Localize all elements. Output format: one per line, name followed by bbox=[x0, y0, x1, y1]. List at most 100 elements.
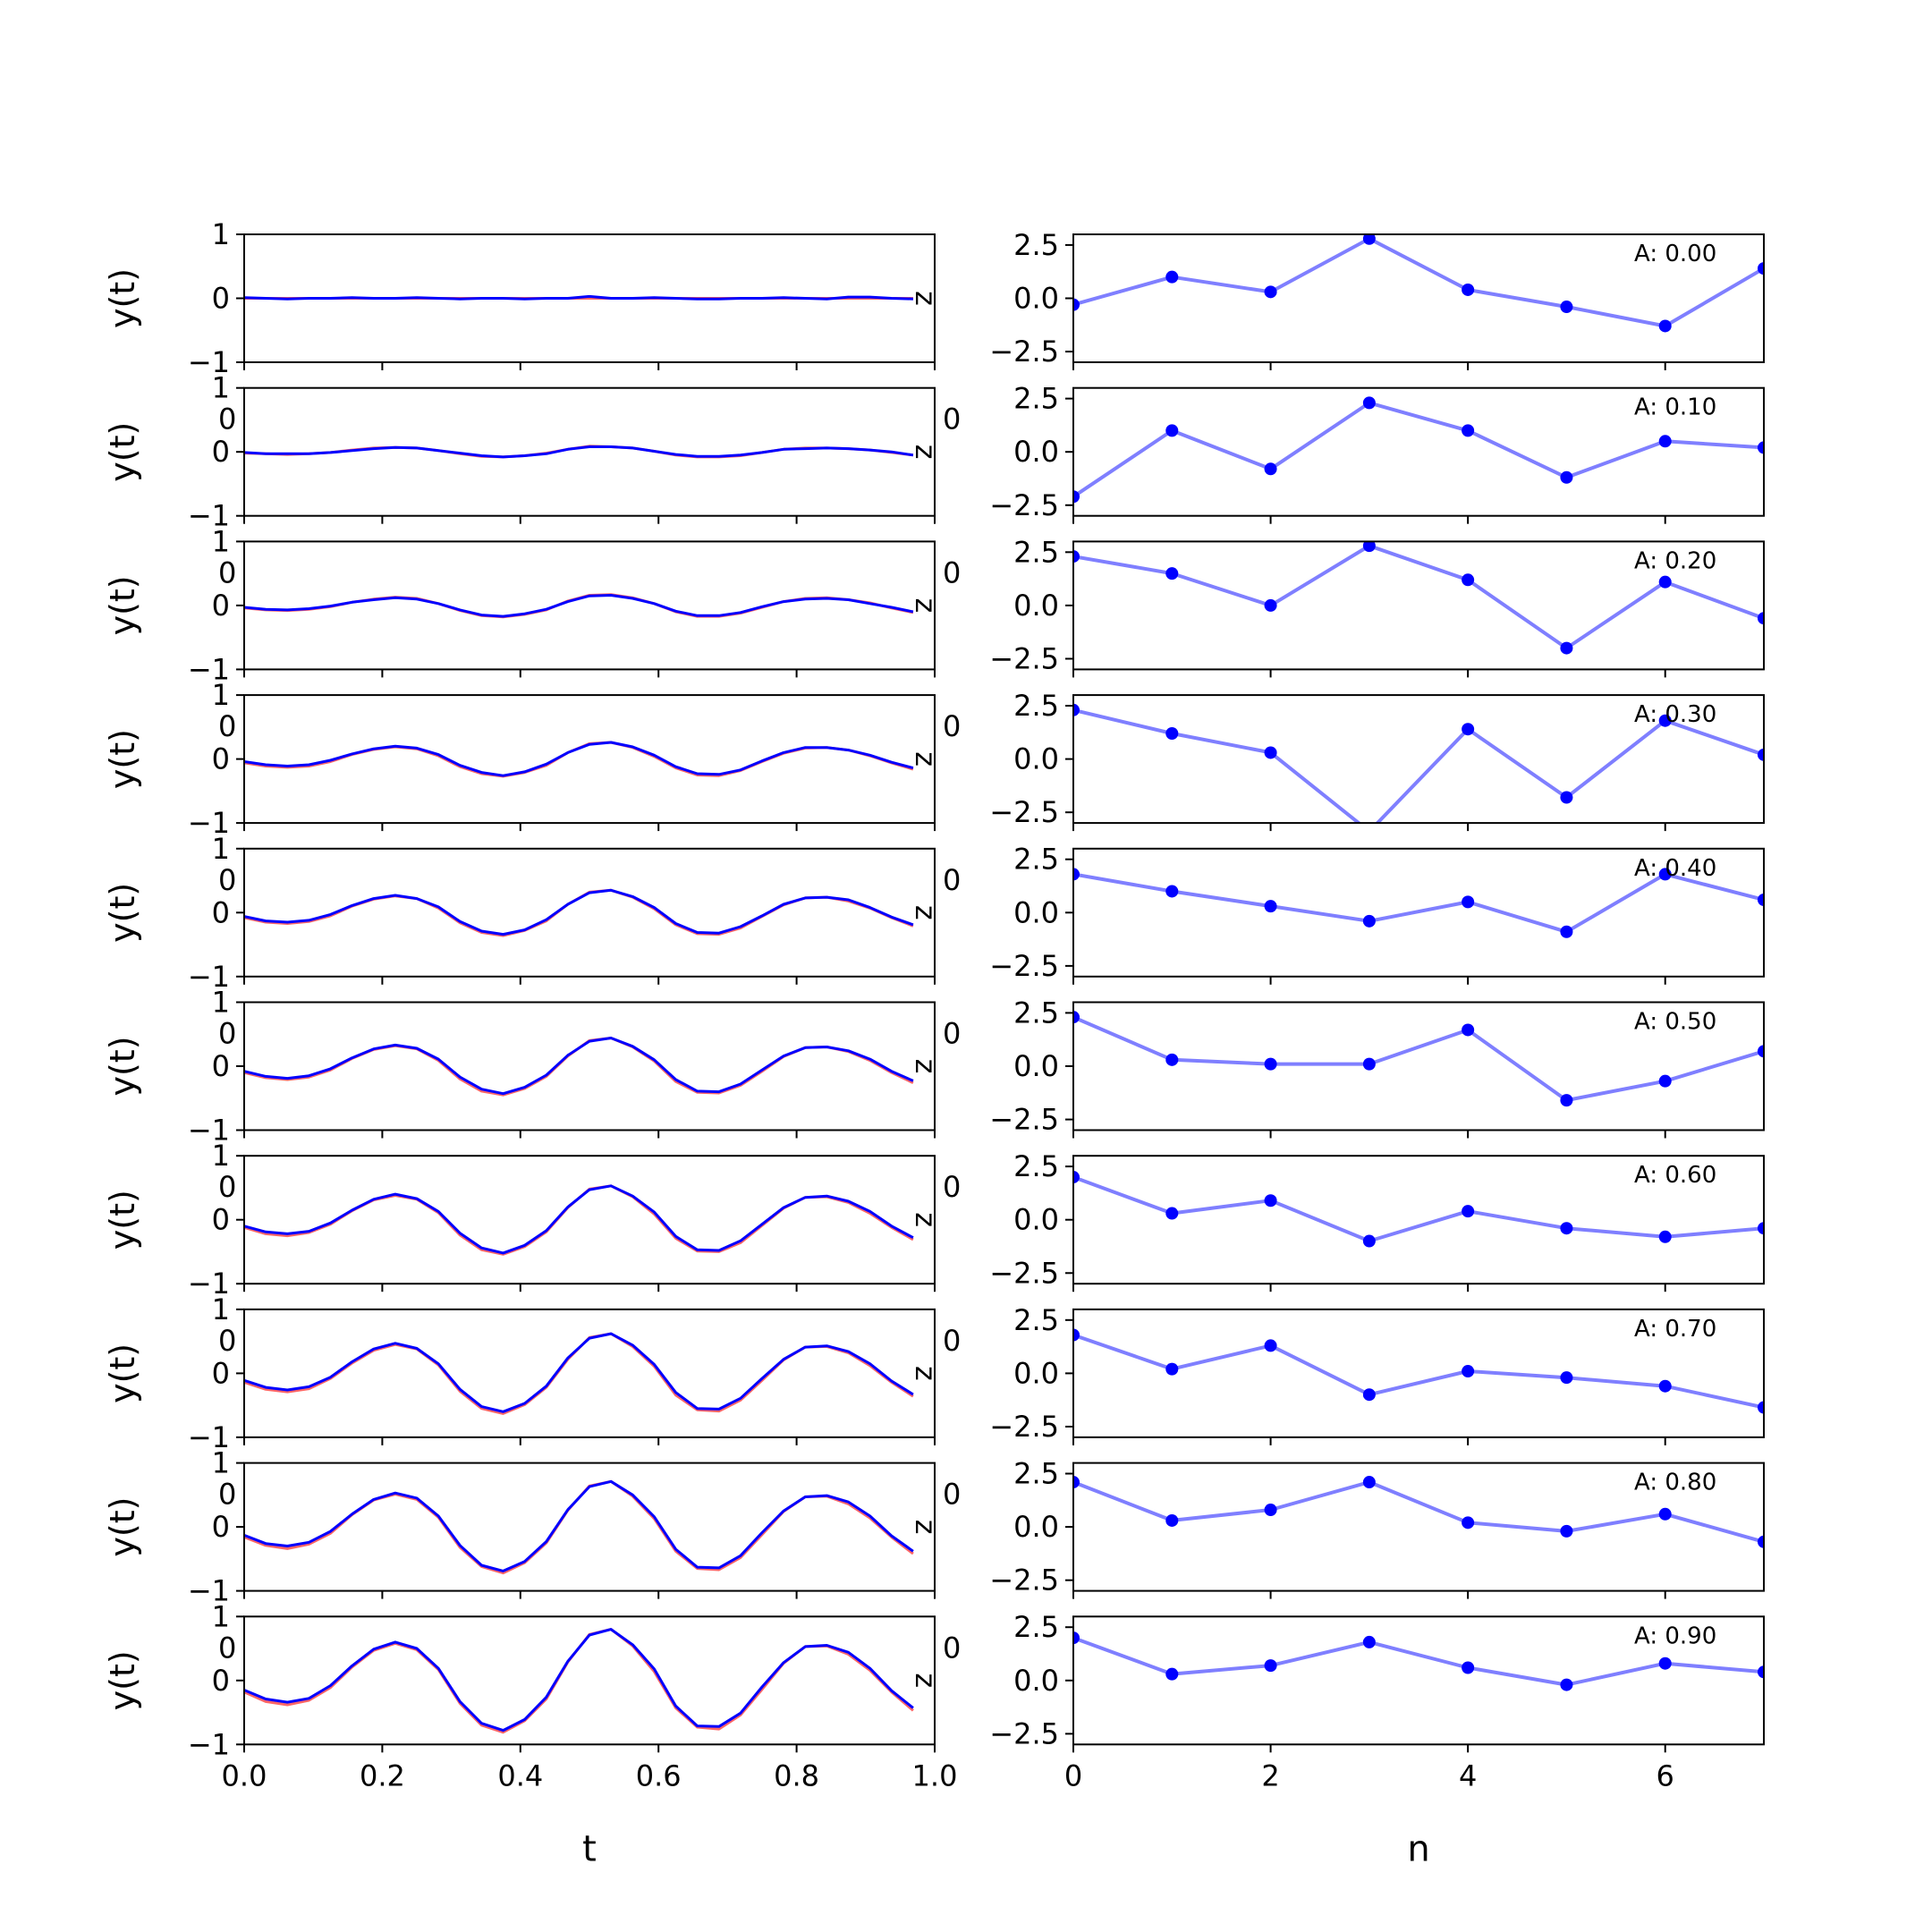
clipped-tick-label: 0 bbox=[218, 1170, 236, 1204]
y-tick-label: 2.5 bbox=[1013, 843, 1059, 877]
stem-point bbox=[1560, 1678, 1573, 1691]
stem-point bbox=[1560, 1094, 1573, 1107]
stem-point bbox=[1165, 1667, 1179, 1681]
stem-point bbox=[1758, 441, 1764, 454]
stem-point bbox=[1658, 1507, 1672, 1521]
y-tick-label: −2.5 bbox=[989, 488, 1059, 522]
stem-point bbox=[1073, 703, 1080, 716]
y-tick-label: −2.5 bbox=[989, 1563, 1059, 1597]
y-tick-label: 2.5 bbox=[1013, 996, 1059, 1030]
y-tick-label: 1 bbox=[212, 832, 230, 866]
stem-point bbox=[1362, 1234, 1376, 1248]
axes-frame bbox=[1072, 1615, 1765, 1746]
amplitude-annotation: A: 0.90 bbox=[1634, 1623, 1716, 1649]
stem-point bbox=[1362, 914, 1376, 928]
stem-point bbox=[1658, 868, 1672, 881]
x-axis-label: n bbox=[1407, 1828, 1429, 1869]
side-label: z bbox=[909, 905, 943, 920]
blue-series-line bbox=[244, 1332, 914, 1413]
stem-point bbox=[1758, 1222, 1764, 1235]
stem-point bbox=[1560, 641, 1573, 655]
stem-point bbox=[1363, 826, 1376, 838]
y-tick-label: −1 bbox=[188, 1727, 230, 1761]
side-label: z bbox=[909, 445, 943, 460]
clipped-tick-label: 0 bbox=[943, 402, 961, 436]
y-tick-label: 0.0 bbox=[1013, 589, 1059, 623]
y-tick-label: 1 bbox=[212, 217, 230, 251]
clipped-tick-label: 0 bbox=[218, 1631, 236, 1665]
stem-line bbox=[1073, 872, 1764, 934]
y-tick-label: −2.5 bbox=[989, 949, 1059, 983]
stem-point bbox=[1758, 262, 1764, 275]
stem-point bbox=[1073, 1328, 1080, 1342]
stem-point bbox=[1073, 298, 1080, 311]
red-series-line bbox=[244, 1628, 914, 1734]
axes-frame bbox=[243, 540, 936, 671]
stem-point bbox=[1658, 1074, 1672, 1088]
stem-point bbox=[1758, 1401, 1764, 1414]
y-tick-label: −1 bbox=[188, 652, 230, 686]
side-label: z bbox=[909, 291, 943, 306]
y-tick-label: 2.5 bbox=[1013, 689, 1059, 723]
y-tick-label: 0 bbox=[212, 1203, 230, 1237]
amplitude-annotation: A: 0.50 bbox=[1634, 1009, 1716, 1036]
blue-series-line bbox=[244, 1037, 914, 1096]
stem-point bbox=[1560, 1222, 1573, 1235]
y-axis-label: y(t) bbox=[103, 1190, 142, 1250]
axes-frame bbox=[1072, 1462, 1765, 1592]
stem-point bbox=[1362, 1388, 1376, 1402]
x-tick-label: 0.6 bbox=[636, 1758, 682, 1792]
y-tick-label: 0 bbox=[212, 1664, 230, 1698]
side-label: z bbox=[909, 1673, 943, 1688]
stem-line bbox=[1073, 708, 1764, 824]
stem-point bbox=[1073, 868, 1080, 881]
stem-point bbox=[1264, 1339, 1277, 1352]
stem-point bbox=[1264, 462, 1277, 476]
y-tick-label: 0.0 bbox=[1013, 1203, 1059, 1237]
stem-point bbox=[1462, 1661, 1475, 1674]
y-tick-label: 0.0 bbox=[1013, 282, 1059, 316]
y-axis-label: y(t) bbox=[103, 729, 142, 789]
stem-point bbox=[1362, 1635, 1376, 1648]
y-tick-label: −1 bbox=[188, 345, 230, 379]
clipped-tick-label: 0 bbox=[943, 1170, 961, 1204]
clipped-tick-label: 0 bbox=[943, 555, 961, 589]
axes-frame bbox=[1072, 847, 1765, 978]
stem-point bbox=[1462, 283, 1475, 296]
stem-point bbox=[1758, 1045, 1764, 1058]
stem-line bbox=[1073, 1175, 1764, 1243]
side-label: z bbox=[909, 751, 943, 767]
stem-point bbox=[1264, 900, 1277, 913]
axes-frame bbox=[1072, 233, 1765, 363]
y-tick-label: 0.0 bbox=[1013, 435, 1059, 469]
clipped-tick-label: 0 bbox=[218, 402, 236, 436]
clipped-tick-label: 0 bbox=[943, 1324, 961, 1358]
axes-frame bbox=[1072, 540, 1765, 671]
stem-point bbox=[1264, 1057, 1277, 1071]
y-tick-label: 1 bbox=[212, 1599, 230, 1633]
side-label: z bbox=[909, 598, 943, 614]
stem-point bbox=[1073, 1631, 1080, 1645]
y-tick-label: −1 bbox=[188, 499, 230, 533]
y-axis-label: y(t) bbox=[103, 422, 142, 482]
stem-point bbox=[1560, 1524, 1573, 1538]
x-tick-label: 0.4 bbox=[497, 1758, 543, 1792]
y-axis-label: y(t) bbox=[103, 268, 142, 328]
blue-series-line bbox=[244, 594, 914, 618]
stem-point bbox=[1073, 490, 1080, 504]
y-tick-label: −1 bbox=[188, 960, 230, 994]
stem-point bbox=[1264, 598, 1277, 612]
clipped-tick-label: 0 bbox=[218, 709, 236, 743]
x-tick-label: 0.2 bbox=[360, 1758, 405, 1792]
stem-point bbox=[1264, 1194, 1277, 1208]
stem-point bbox=[1362, 234, 1376, 245]
y-tick-label: 2.5 bbox=[1013, 535, 1059, 569]
y-tick-label: −2.5 bbox=[989, 1103, 1059, 1137]
stem-point bbox=[1264, 285, 1277, 299]
blue-series-line bbox=[244, 445, 914, 459]
y-tick-label: −2.5 bbox=[989, 795, 1059, 829]
stem-point bbox=[1758, 748, 1764, 761]
stem-point bbox=[1165, 424, 1179, 437]
